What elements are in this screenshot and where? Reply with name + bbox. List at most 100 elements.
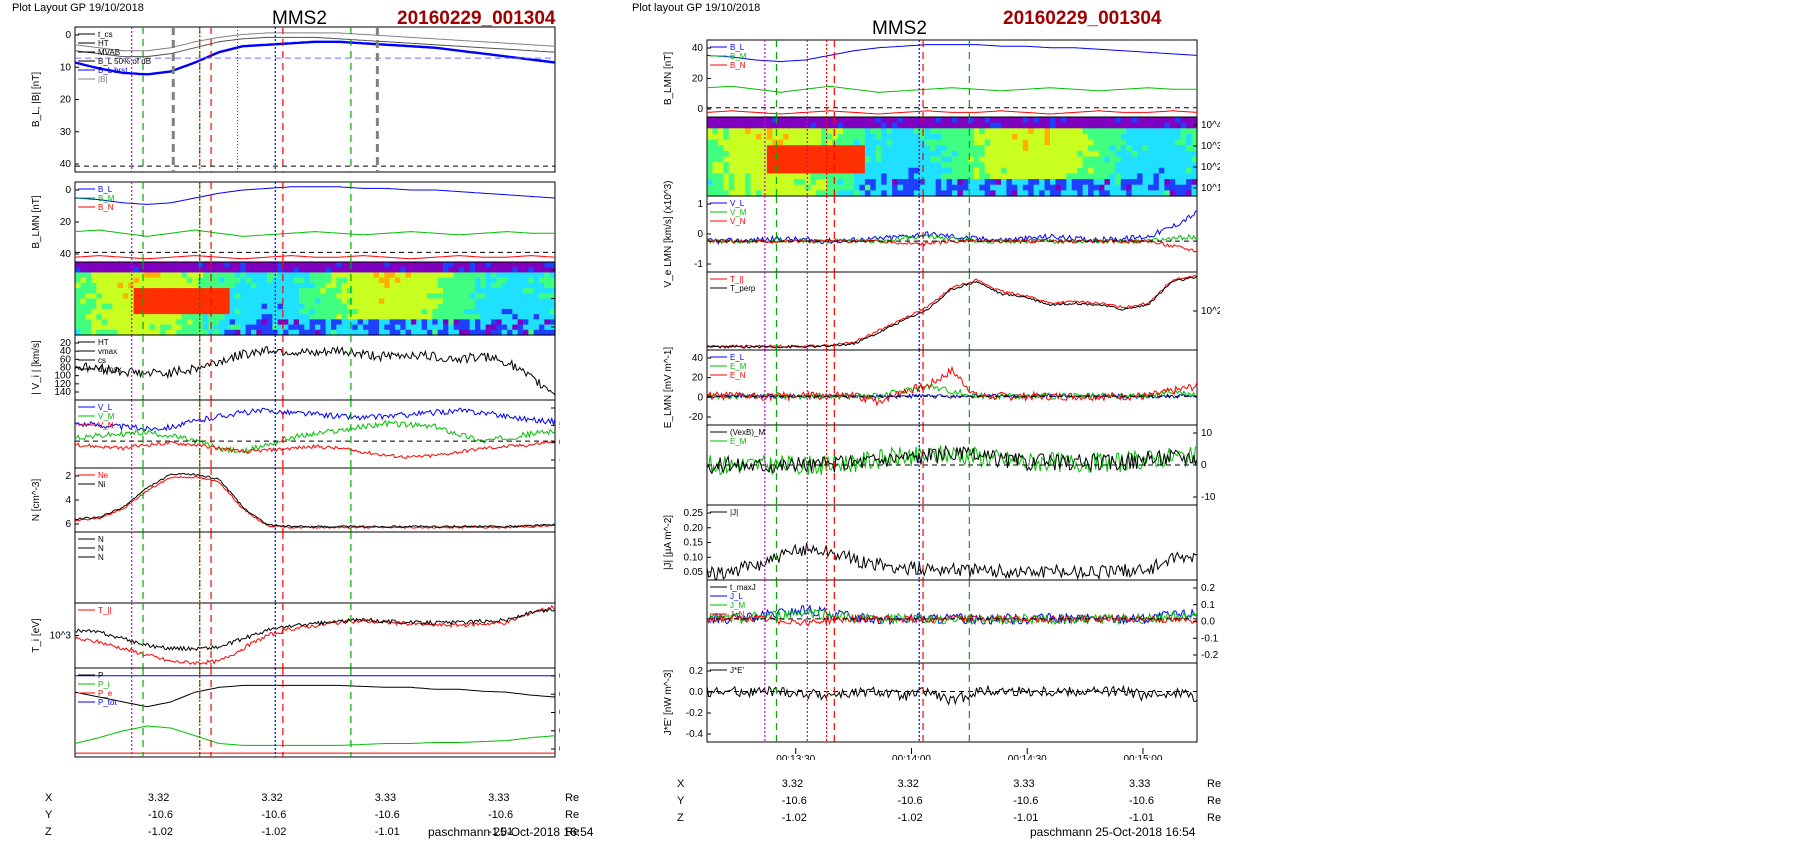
spectrogram-cell xyxy=(1001,185,1007,191)
spectrogram-cell xyxy=(1175,128,1181,134)
spectrogram-cell xyxy=(843,145,849,151)
spectrogram-cell xyxy=(112,304,118,310)
spectrogram-cell xyxy=(810,117,816,123)
spectrogram-cell xyxy=(246,325,252,331)
legend-label: B_M xyxy=(730,52,747,61)
spectrogram-cell xyxy=(448,272,454,278)
spectrogram-cell xyxy=(1148,151,1154,157)
spectrogram-cell xyxy=(849,134,855,140)
spectrogram-cell xyxy=(294,304,300,310)
spectrogram-cell xyxy=(1175,179,1181,185)
spectrogram-cell xyxy=(1164,151,1170,157)
spectrogram-cell xyxy=(930,117,936,123)
spectrogram-cell xyxy=(374,304,380,310)
spectrogram-cell xyxy=(778,179,784,185)
spectrogram-cell xyxy=(246,283,252,289)
spectrogram-cell xyxy=(718,185,724,191)
spectrogram-cell xyxy=(310,293,316,299)
spectrogram-cell xyxy=(411,325,417,331)
spectrogram-cell xyxy=(496,319,502,325)
spectrogram-cell xyxy=(150,293,156,299)
ephemeris-row-label: X xyxy=(45,792,52,804)
spectrogram-cell xyxy=(544,288,550,294)
spectrogram-cell xyxy=(941,123,947,129)
spectrogram-cell xyxy=(1126,128,1132,134)
spectrogram-cell xyxy=(256,293,262,299)
spectrogram-cell xyxy=(416,288,422,294)
legend-label: V_L xyxy=(730,199,745,208)
spectrogram-cell xyxy=(342,304,348,310)
spectrogram-cell xyxy=(198,288,204,294)
spectrogram-cell xyxy=(448,283,454,289)
spectrogram-cell xyxy=(512,319,518,325)
spectrogram-cell xyxy=(182,314,188,320)
spectrogram-cell xyxy=(1088,117,1094,123)
spectrogram-cell xyxy=(723,151,729,157)
spectrogram-cell xyxy=(358,267,364,273)
spectrogram-cell xyxy=(507,299,513,305)
spectrogram-cell xyxy=(1088,134,1094,140)
spectrogram-cell xyxy=(1153,128,1159,134)
spectrogram-cell xyxy=(160,325,166,331)
spectrogram-cell xyxy=(107,304,113,310)
spectrogram-cell xyxy=(990,168,996,174)
spectrogram-cell xyxy=(843,179,849,185)
spectrogram-cell xyxy=(192,283,198,289)
spectrogram-cell xyxy=(925,128,931,134)
spectrogram-cell xyxy=(150,262,156,268)
spectrogram-cell xyxy=(1143,117,1149,123)
spectrogram-cell xyxy=(363,262,369,268)
spectrogram-cell xyxy=(832,179,838,185)
spectrogram-cell xyxy=(363,283,369,289)
spectrogram-cell xyxy=(1072,157,1078,163)
spectrogram-cell xyxy=(1143,168,1149,174)
spectrogram-cell xyxy=(368,325,374,331)
spectrogram-cell xyxy=(422,319,428,325)
spectrogram-cell xyxy=(849,173,855,179)
spectrogram-cell xyxy=(1039,157,1045,163)
spectrogram-cell xyxy=(1137,128,1143,134)
spectrogram-cell xyxy=(336,262,342,268)
spectrogram-cell xyxy=(134,319,140,325)
spectrogram-cell xyxy=(1181,140,1187,146)
spectrogram-cell xyxy=(794,134,800,140)
spectrogram-cell xyxy=(1050,151,1056,157)
spectrogram-cell xyxy=(283,272,289,278)
spectrogram-cell xyxy=(187,314,193,320)
spectrogram-cell xyxy=(751,134,757,140)
spectrogram-cell xyxy=(171,283,177,289)
spectrogram-cell xyxy=(1017,117,1023,123)
spectrogram-cell xyxy=(1045,179,1051,185)
spectrogram-cell xyxy=(251,262,257,268)
spectrogram-cell xyxy=(91,314,97,320)
spectrogram-cell xyxy=(767,117,773,123)
spectrogram-cell xyxy=(723,173,729,179)
spectrogram-cell xyxy=(919,173,925,179)
spectrogram-cell xyxy=(1050,123,1056,129)
spectrogram-cell xyxy=(294,278,300,284)
spectrogram-cell xyxy=(539,319,545,325)
spectrogram-cell xyxy=(751,128,757,134)
spectrogram-cell xyxy=(283,319,289,325)
spectrogram-cell xyxy=(1083,168,1089,174)
spectrogram-cell xyxy=(996,185,1002,191)
spectrogram-cell xyxy=(496,299,502,305)
spectrogram-cell xyxy=(203,299,209,305)
spectrogram-cell xyxy=(363,299,369,305)
spectrogram-cell xyxy=(729,128,735,134)
spectrogram-cell xyxy=(1001,123,1007,129)
spectrogram-cell xyxy=(767,179,773,185)
spectrogram-cell xyxy=(881,173,887,179)
spectrogram-cell xyxy=(816,140,822,146)
spectrogram-cell xyxy=(816,157,822,163)
spectrogram-cell xyxy=(283,304,289,310)
spectrogram-cell xyxy=(832,173,838,179)
spectrogram-cell xyxy=(718,145,724,151)
spectrogram-cell xyxy=(1143,134,1149,140)
spectrogram-cell xyxy=(358,319,364,325)
spectrogram-cell xyxy=(1066,179,1072,185)
spectrogram-cell xyxy=(1034,128,1040,134)
spectrogram-cell xyxy=(892,162,898,168)
spectrogram-cell xyxy=(1077,123,1083,129)
spectrogram-cell xyxy=(502,293,508,299)
